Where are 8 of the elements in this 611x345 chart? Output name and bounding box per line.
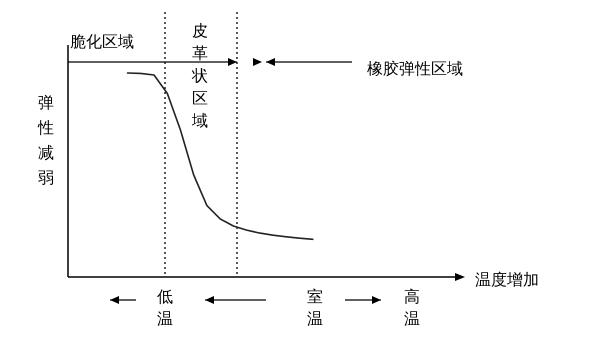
text: 室温 [307,287,323,328]
annotation: 皮革状区域 [191,21,208,130]
x-axis-title: 温度增加 [475,270,539,289]
text: 低温 [157,287,173,328]
annotation: 橡胶弹性区域 [367,59,463,78]
text: 脆化区域 [70,32,134,51]
y-axis-title: 弹性减弱 [37,93,54,187]
text: 高温 [404,287,420,328]
